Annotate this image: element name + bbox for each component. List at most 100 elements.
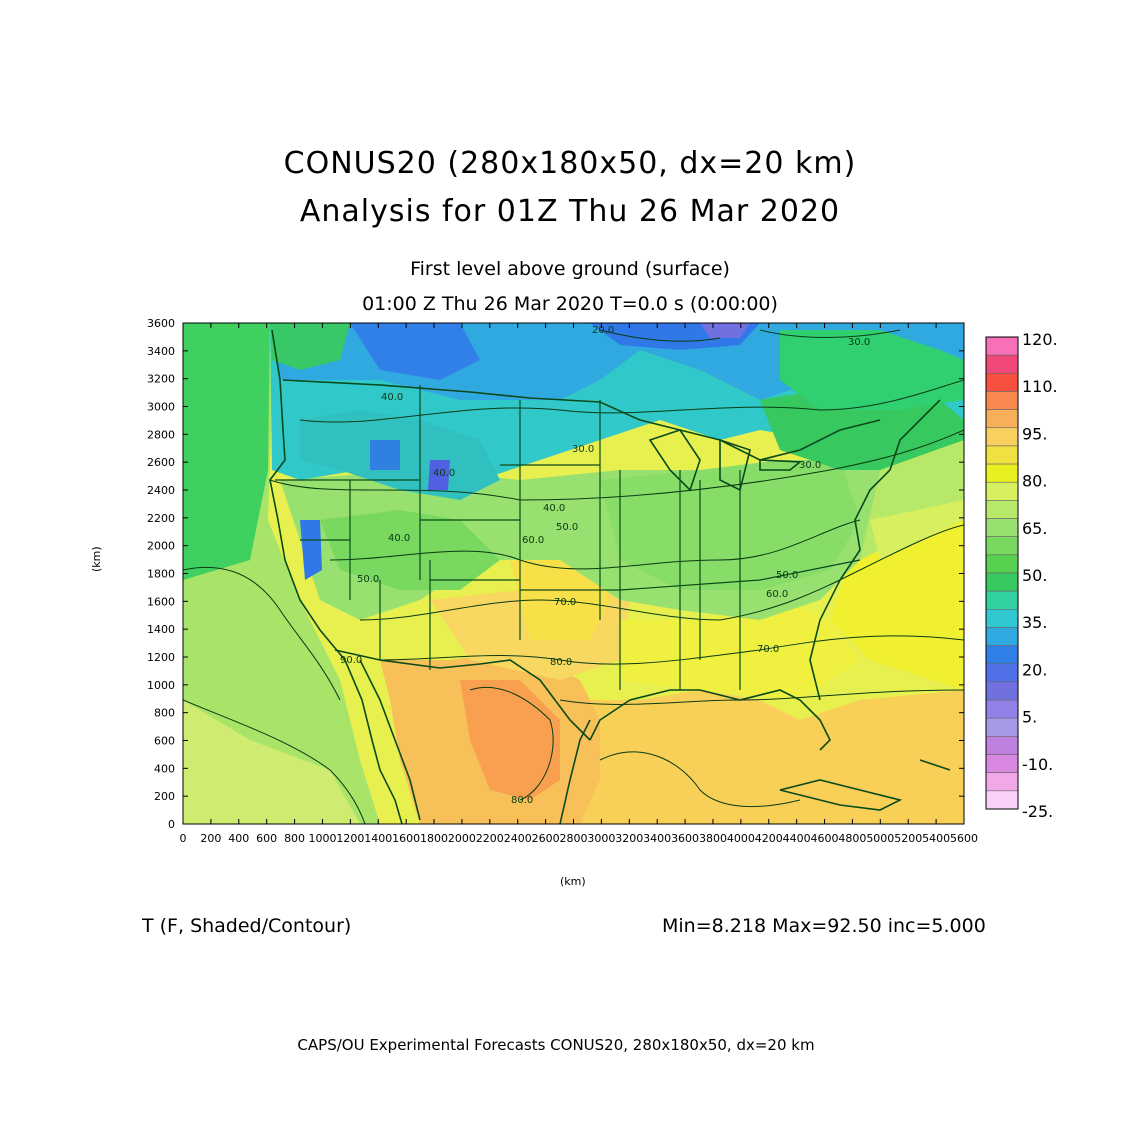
contour-label: 50.0	[357, 574, 379, 585]
x-tick-label: 3600	[671, 832, 699, 845]
x-tick-label: 5000	[866, 832, 894, 845]
x-tick-label: 5600	[950, 832, 978, 845]
x-tick-label: 1400	[364, 832, 392, 845]
colorbar-swatch	[985, 445, 1019, 465]
colorbar-swatch	[985, 373, 1019, 392]
west-coastline	[269, 329, 403, 824]
x-tick-label: 5200	[894, 832, 922, 845]
colorbar-swatch	[985, 500, 1019, 519]
colorbar	[985, 336, 1019, 810]
gulf-coastline	[589, 689, 831, 751]
colorbar-swatch	[985, 427, 1019, 447]
colorbar-swatch	[985, 554, 1019, 574]
colorbar-swatch	[985, 572, 1019, 592]
y-tick-label: 1400	[147, 623, 175, 636]
x-tick-label: 1600	[392, 832, 420, 845]
title-line-1: CONUS20 (280x180x50, dx=20 km)	[283, 146, 857, 181]
contour-label: 80.0	[511, 795, 533, 806]
colorbar-swatch	[985, 536, 1019, 556]
colorbar-label: 20.	[1022, 660, 1047, 679]
colorbar-swatch	[985, 627, 1019, 646]
contour-label: 40.0	[388, 533, 410, 544]
time-subtitle: 01:00 Z Thu 26 Mar 2020 T=0.0 s (0:00:00…	[362, 293, 778, 315]
x-tick-label: 4000	[727, 832, 755, 845]
us-canada-border	[282, 379, 881, 461]
y-tick-label: 2600	[147, 456, 175, 469]
contour-label: 90.0	[340, 655, 362, 666]
y-tick-label: 200	[154, 790, 175, 803]
colorbar-swatch	[985, 736, 1019, 755]
colorbar-label: 65.	[1022, 519, 1047, 538]
x-tick-label: 0	[180, 832, 187, 845]
colorbar-frame	[985, 336, 1019, 810]
x-tick-label: 4800	[838, 832, 866, 845]
x-tick-label: 2000	[448, 832, 476, 845]
x-tick-label: 5400	[922, 832, 950, 845]
y-tick-label: 2200	[147, 512, 175, 525]
x-axis: 0 200 400 600 800 1000 1200 1400 1600 1800 2000 220…	[180, 323, 978, 845]
x-tick-label: 1200	[336, 832, 364, 845]
contour-label: 50.0	[556, 522, 578, 533]
x-tick-label: 2800	[560, 832, 588, 845]
colorbar-swatch	[985, 681, 1019, 701]
atlantic-coastline	[809, 399, 941, 701]
field-stats: Min=8.218 Max=92.50 inc=5.000	[662, 915, 986, 937]
field-label: T (F, Shaded/Contour)	[142, 915, 352, 937]
colorbar-label: 95.	[1022, 424, 1047, 443]
contour-lines	[183, 329, 964, 824]
colorbar-swatch	[985, 754, 1019, 773]
x-tick-label: 3400	[643, 832, 671, 845]
contour-label: 30.0	[799, 460, 821, 471]
x-tick-label: 400	[228, 832, 249, 845]
y-tick-label: 3000	[147, 401, 175, 414]
level-subtitle: First level above ground (surface)	[410, 258, 730, 280]
x-tick-label: 2400	[504, 832, 532, 845]
colorbar-label: -25.	[1022, 802, 1053, 821]
y-axis: 0 200 400 600 800 1000 1200 1400 1600 1800 2000 220…	[147, 317, 964, 831]
x-tick-label: 4600	[811, 832, 839, 845]
contour-label: 70.0	[554, 597, 576, 608]
colorbar-swatch	[985, 354, 1019, 374]
y-tick-label: 1200	[147, 651, 175, 664]
y-tick-label: 3400	[147, 345, 175, 358]
colorbar-swatch	[985, 590, 1019, 610]
y-tick-label: 2000	[147, 540, 175, 553]
colorbar-swatch	[985, 391, 1019, 410]
contour-label: 40.0	[543, 503, 565, 514]
colorbar-swatch	[985, 772, 1019, 792]
colorbar-label: 80.	[1022, 472, 1047, 491]
hot-core	[460, 680, 560, 800]
contour-label: 40.0	[433, 468, 455, 479]
x-tick-label: 2200	[476, 832, 504, 845]
x-tick-label: 1000	[308, 832, 336, 845]
y-tick-label: 2400	[147, 484, 175, 497]
colorbar-swatch	[985, 481, 1019, 501]
contour-label: 50.0	[776, 570, 798, 581]
x-tick-label: 3000	[587, 832, 615, 845]
x-tick-label: 1800	[420, 832, 448, 845]
y-tick-label: 1600	[147, 595, 175, 608]
colorbar-label: 5.	[1022, 708, 1037, 727]
colorbar-swatch	[985, 463, 1019, 483]
contour-label: 60.0	[522, 535, 544, 546]
contour-label: 20.0	[592, 325, 614, 336]
colorbar-swatch	[985, 336, 1019, 356]
contour-label: 30.0	[572, 444, 594, 455]
footer-credit: CAPS/OU Experimental Forecasts CONUS20, …	[297, 1036, 815, 1054]
us-mexico-border	[334, 649, 591, 741]
contour-label: 40.0	[381, 392, 403, 403]
x-tick-label: 3800	[699, 832, 727, 845]
colorbar-swatch	[985, 609, 1019, 628]
x-tick-label: 3200	[615, 832, 643, 845]
y-tick-label: 600	[154, 735, 175, 748]
y-tick-label: 800	[154, 707, 175, 720]
colorbar-labels: 120. 110. 95. 80. 65. 50. 35. 20. 5. -10. -25.	[1022, 330, 1058, 821]
y-tick-label: 1800	[147, 568, 175, 581]
contour-labels: 20.0 30.0 30.0 30.0 40.0 40.0 40.0 40.0 …	[340, 325, 870, 806]
colorbar-swatch	[985, 663, 1019, 683]
colorbar-swatch	[985, 518, 1019, 537]
colorbar-swatch	[985, 717, 1019, 737]
title-line-2: Analysis for 01Z Thu 26 Mar 2020	[299, 194, 841, 229]
colorbar-label: 35.	[1022, 613, 1047, 632]
